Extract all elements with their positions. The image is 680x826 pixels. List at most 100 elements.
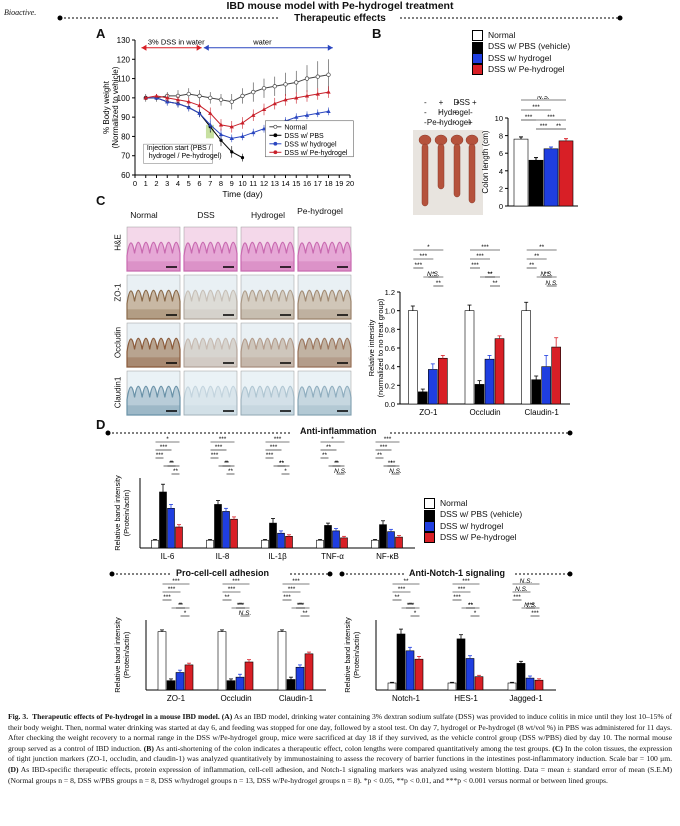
tissue-stain <box>126 241 181 272</box>
sig-label: *** <box>527 602 535 609</box>
bar-category-label: ZO-1 <box>167 694 186 703</box>
sig-label: *** <box>415 262 423 269</box>
tissue-submucosa <box>298 357 351 367</box>
panel-d-legend: Normal DSS w/ PBS (vehicle) DSS w/ hydro… <box>424 498 522 543</box>
bar <box>395 536 403 549</box>
figure-main-title: IBD mouse model with Pe-hydrogel treatme… <box>226 0 454 12</box>
tissue-row-he: H&E <box>113 234 123 251</box>
sig-label: ** <box>544 271 550 278</box>
b-y-tick-label: 4 <box>499 167 503 176</box>
a-x-tick-label: 18 <box>324 179 332 188</box>
tissue-stain <box>240 337 295 368</box>
bar <box>261 539 269 549</box>
tissue-row-claudin: Claudin1 <box>113 376 123 409</box>
a-point <box>240 156 245 160</box>
sig-label: * <box>335 460 338 467</box>
bar <box>379 524 387 549</box>
bar <box>464 310 475 405</box>
bar <box>304 653 314 691</box>
tissue-image <box>183 322 238 368</box>
bar <box>531 379 541 405</box>
b-sig-label: ** <box>556 123 562 130</box>
sig-label: N.S. <box>389 468 402 475</box>
tissue-crypt <box>297 289 352 320</box>
tissue-crypt <box>297 337 352 368</box>
a-point <box>218 97 224 102</box>
bar <box>387 682 397 691</box>
sig-label: *** <box>297 602 305 609</box>
tissue-row-zo1: ZO-1 <box>113 283 123 302</box>
a-point <box>326 72 331 77</box>
sig-label: * <box>170 460 173 467</box>
sig-label: * <box>414 610 417 617</box>
a-point <box>251 130 256 135</box>
a-x-tick-label: 20 <box>346 179 354 188</box>
sig-label: *** <box>398 586 406 593</box>
bar-y-label: Relative band intensity(Protein/actin) <box>113 475 131 551</box>
a-legend-marker <box>273 124 278 129</box>
a-x-tick-label: 6 <box>197 179 201 188</box>
bar <box>474 384 485 405</box>
b-y-tick-label: 8 <box>499 132 503 141</box>
b-y-tick-label: 6 <box>499 149 503 158</box>
bar-category-label: IL-1β <box>268 552 287 561</box>
tissue-crypt <box>297 241 352 272</box>
tissue-crypt <box>183 289 238 320</box>
a-x-tick-label: 11 <box>249 179 257 188</box>
panel-d-section-lines <box>105 430 573 577</box>
a-x-tick-label: 1 <box>144 179 148 188</box>
sig-label: ** <box>326 444 332 451</box>
sig-label: *** <box>292 578 300 585</box>
a-y-tick-label: 80 <box>121 132 130 141</box>
bar-category-label: Occludin <box>469 408 500 417</box>
sig-label: ** <box>534 253 540 260</box>
sig-label: ** <box>302 610 308 617</box>
sig-label: * <box>225 460 228 467</box>
sig-label: *** <box>163 594 171 601</box>
sig-label: N.S. <box>524 602 537 609</box>
a-y-tick-label: 60 <box>121 171 130 180</box>
section-notch: Anti-Notch-1 signaling <box>405 568 509 578</box>
sig-label: ** <box>529 262 535 269</box>
bar <box>175 526 183 549</box>
tissue-stain <box>297 289 352 320</box>
b-y-tick-label: 0 <box>499 202 503 211</box>
a-point <box>186 91 191 97</box>
sig-label: ** <box>403 578 409 585</box>
a-y-tick-label: 110 <box>117 75 130 84</box>
b-bar <box>513 138 529 207</box>
bar <box>285 536 293 549</box>
bar-category-label: Notch-1 <box>392 694 421 703</box>
a-point <box>240 134 245 139</box>
sig-label: ** <box>169 460 175 467</box>
bar <box>222 511 230 549</box>
panel-c-letter: C <box>96 193 106 208</box>
a-x-tick-label: 13 <box>271 179 279 188</box>
bar-y-tick-label: 1.0 <box>385 307 395 316</box>
bar-category-label: HES-1 <box>454 694 478 703</box>
sig-label: *** <box>168 586 176 593</box>
tissue-crypt <box>240 289 295 320</box>
a-point <box>186 99 191 104</box>
sig-label: ** <box>228 468 234 475</box>
a-point <box>304 93 310 98</box>
sig-label: * <box>166 436 169 443</box>
tissue-stain <box>183 337 238 368</box>
legend-item-hydrogel: DSS w/ hydrogel <box>472 53 570 64</box>
a-point <box>304 76 310 81</box>
sig-label: ** <box>334 460 340 467</box>
sig-label: *** <box>471 262 479 269</box>
tissue-submucosa <box>298 309 351 319</box>
sig-label: *** <box>513 594 521 601</box>
tissue-stain <box>126 337 181 368</box>
sig-label: N.S. <box>545 280 558 287</box>
sig-label: N.S. <box>515 586 528 593</box>
bar <box>525 677 535 691</box>
tissue-image <box>240 370 295 416</box>
bar <box>484 358 495 405</box>
b-y-tick-label: 10 <box>495 114 503 123</box>
sig-label: *** <box>288 586 296 593</box>
tissue-col-dss: DSS <box>197 210 215 220</box>
sig-label: *** <box>283 594 291 601</box>
